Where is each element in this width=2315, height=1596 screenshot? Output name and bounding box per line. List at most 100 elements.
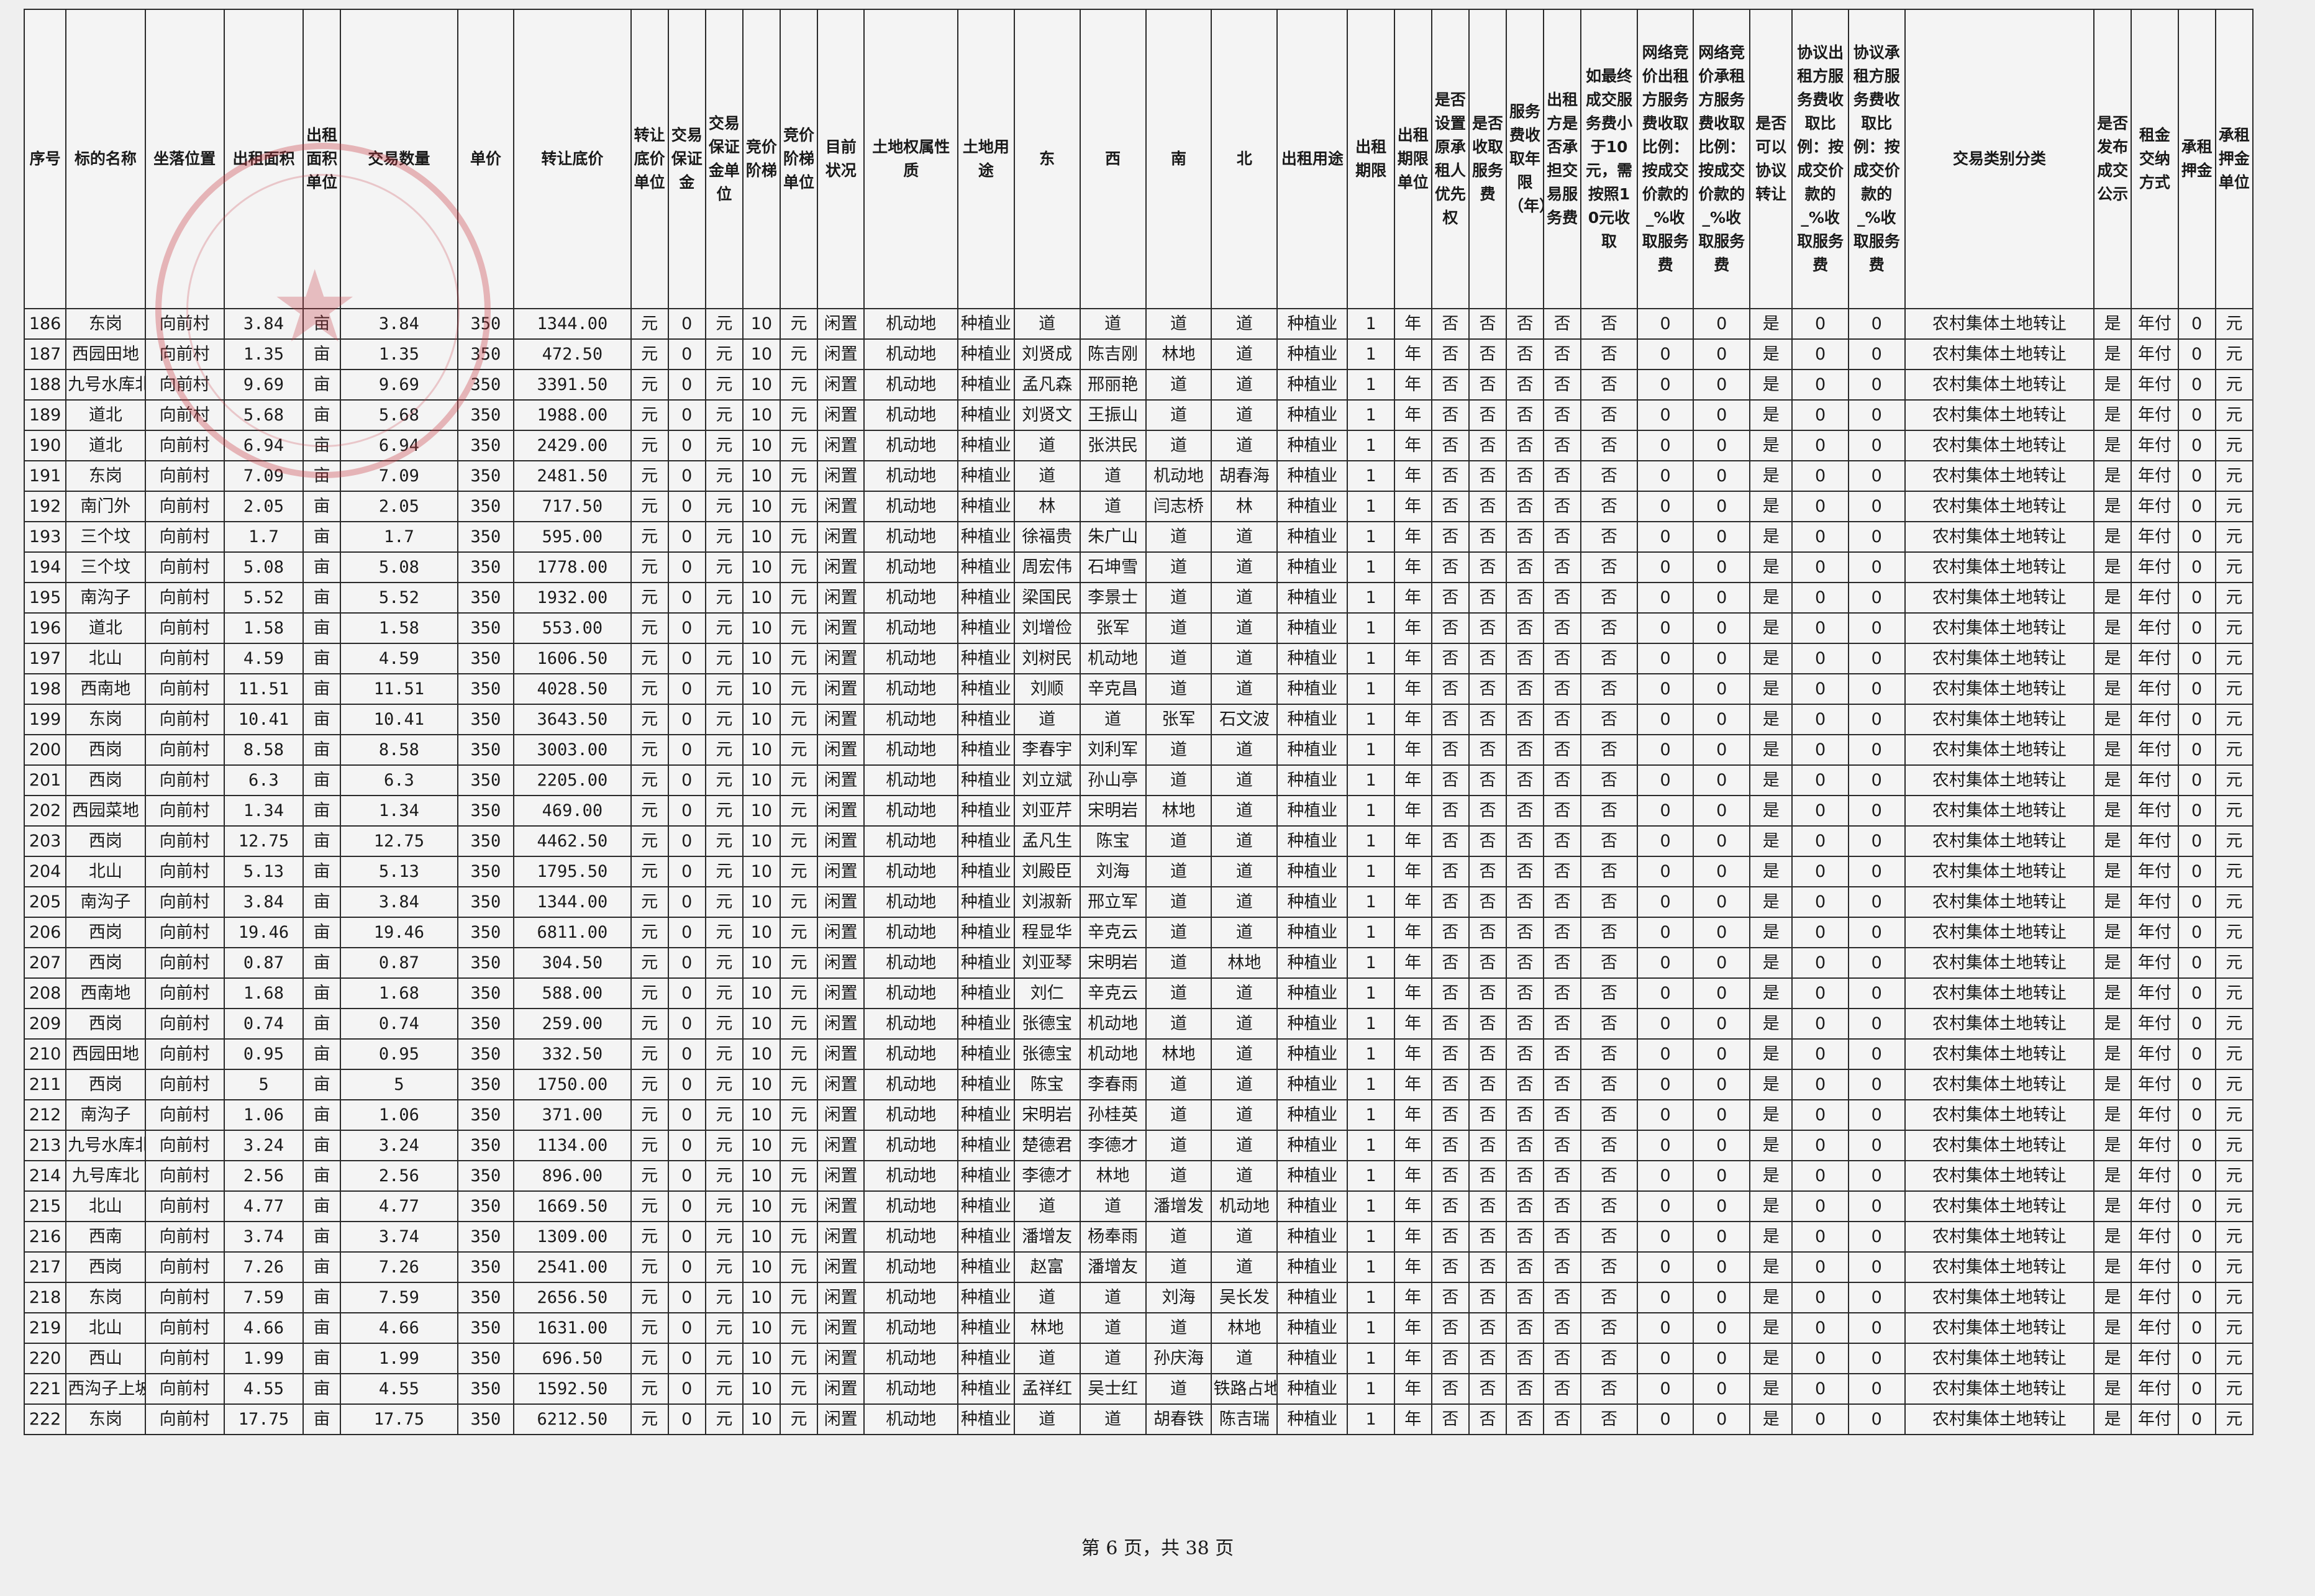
table-cell: 年付 [2131,1190,2179,1222]
table-cell: 刘淑新 [1013,886,1081,918]
table-cell: 亩 [302,1403,342,1435]
table-cell: 道 [1211,1038,1278,1070]
table-cell: 213 [23,1130,67,1161]
table-cell: 否 [1580,1373,1638,1405]
table-row: 220 西山 向前村 1.99 亩 1.99 350 696.50 元 0 元 10 元闲置 机动地 种植业… [23,1343,2254,1374]
table-cell: 陈宝 [1013,1069,1081,1100]
table-cell: 10.41 [223,704,304,735]
table-cell: 4.66 [223,1312,304,1344]
table-cell: 是 [1749,1069,1793,1100]
table-cell: 1 [1347,856,1395,887]
table-cell: 年付 [2131,582,2179,614]
table-cell: 否 [1468,308,1508,340]
table-cell: 元 [779,399,819,431]
table-cell: 0 [1693,917,1751,948]
table-cell: 机动地 [863,1160,959,1192]
table-cell: 1631.00 [513,1312,632,1344]
table-cell: 元 [779,460,819,492]
table-cell: 道 [1145,1008,1212,1040]
table-cell: 否 [1543,521,1582,553]
table-cell: 元 [630,338,669,370]
column-header: 出租方是否承担交易服务费 [1543,9,1582,309]
table-cell: 元 [704,1130,744,1161]
table-cell: 年 [1393,1373,1432,1405]
table-cell: 4462.50 [513,825,632,857]
table-cell: 19.46 [223,917,304,948]
table-cell: 孙山亭 [1079,764,1147,796]
table-cell: 西园田地 [65,1038,146,1070]
table-cell: 7.26 [340,1251,458,1283]
table-cell: 向前村 [144,1038,225,1070]
table-cell: 西岗 [65,764,146,796]
table-cell: 0 [1693,582,1751,614]
table-cell: 是 [1749,612,1793,644]
table-cell: 是 [1749,1312,1793,1344]
table-cell: 向前村 [144,886,225,918]
table-cell: 向前村 [144,1403,225,1435]
table-cell: 闲置 [817,1160,865,1192]
table-cell: 年 [1393,704,1432,735]
table-cell: 元 [2214,612,2254,644]
table-row: 188 九号水库北 向前村 9.69 亩 9.69 350 3391.50 元 0 元 10 元闲置 机动… [23,369,2254,401]
table-cell: 350 [457,430,515,461]
table-cell: 元 [630,1251,669,1283]
table-cell: 元 [704,551,744,583]
table-cell: 元 [779,1282,819,1313]
table-cell: 向前村 [144,734,225,766]
table-cell: 亩 [302,673,342,705]
table-cell: 0 [2177,947,2216,979]
table-cell: 204 [23,856,67,887]
table-cell: 是 [2093,1069,2132,1100]
table-cell: 机动地 [863,1282,959,1313]
table-cell: 农村集体土地转让 [1904,1008,2095,1040]
table-cell: 3.24 [340,1130,458,1161]
table-cell: 否 [1543,1373,1582,1405]
table-cell: 8.58 [223,734,304,766]
table-cell: 2.56 [340,1160,458,1192]
table-cell: 否 [1580,1251,1638,1283]
table-cell: 元 [704,1221,744,1253]
table-cell: 种植业 [1276,521,1349,553]
table-cell: 李春雨 [1079,1069,1147,1100]
table-cell: 0 [1847,1099,1906,1131]
table-cell: 元 [630,521,669,553]
table-cell: 闫志桥 [1145,491,1212,522]
table-cell: 否 [1543,582,1582,614]
table-cell: 350 [457,704,515,735]
table-cell: 1 [1347,1069,1395,1100]
table-cell: 0 [667,338,706,370]
table-cell: 0 [2177,1403,2216,1435]
column-header: 竞价阶梯 [742,9,781,309]
table-cell: 17.75 [223,1403,304,1435]
table-row: 201 西岗 向前村 6.3 亩 6.3 350 2205.00 元 0 元 10 元闲置 机动地 种植业刘… [23,764,2254,796]
table-cell: 0 [2177,491,2216,522]
table-cell: 0.95 [223,1038,304,1070]
table-cell: 否 [1430,1282,1470,1313]
table-cell: 否 [1543,1312,1582,1344]
table-cell: 元 [704,673,744,705]
table-cell: 1 [1347,430,1395,461]
table-cell: 0 [1693,886,1751,918]
column-header: 是否设置原承租人优先权 [1430,9,1470,309]
table-cell: 道 [1145,1373,1212,1405]
table-cell: 铁路占地 [1211,1373,1278,1405]
table-cell: 闲置 [817,1251,865,1283]
table-cell: 种植业 [1276,338,1349,370]
table-cell: 向前村 [144,947,225,979]
table-cell: 1 [1347,1190,1395,1222]
table-cell: 年付 [2131,1008,2179,1040]
table-cell: 0 [1791,734,1849,766]
table-cell: 否 [1430,369,1470,401]
table-cell: 否 [1468,521,1508,553]
table-cell: 0 [1847,1190,1906,1222]
table-cell: 否 [1580,734,1638,766]
table-cell: 种植业 [1276,947,1349,979]
table-row: 192 南门外 向前村 2.05 亩 2.05 350 717.50 元 0 元 10 元闲置 机动地 种植… [23,491,2254,522]
table-cell: 元 [630,856,669,887]
table-cell: 否 [1468,673,1508,705]
table-cell: 元 [704,886,744,918]
table-cell: 553.00 [513,612,632,644]
table-cell: 0 [1636,521,1694,553]
table-cell: 元 [779,582,819,614]
table-cell: 200 [23,734,67,766]
